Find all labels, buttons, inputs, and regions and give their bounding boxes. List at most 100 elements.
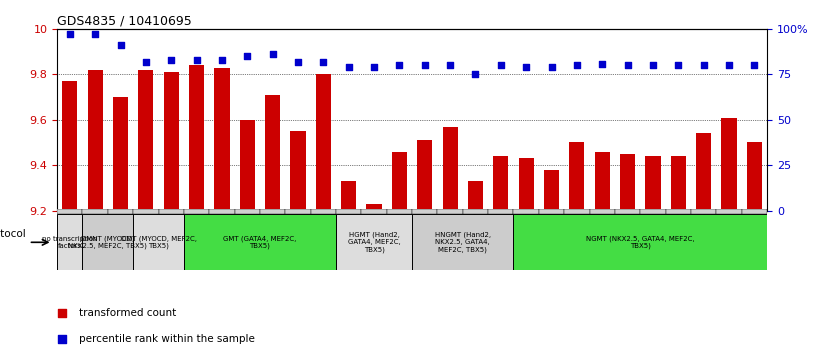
- Bar: [286, 209, 311, 214]
- Bar: [82, 214, 133, 270]
- Bar: [366, 204, 382, 211]
- Bar: [645, 156, 660, 211]
- Bar: [133, 214, 184, 270]
- Bar: [742, 209, 767, 214]
- Point: [419, 62, 432, 68]
- Point: [545, 64, 558, 70]
- Bar: [544, 170, 559, 211]
- Bar: [620, 154, 635, 211]
- Bar: [488, 209, 513, 214]
- Text: HNGMT (Hand2,
NKX2.5, GATA4,
MEF2C, TBX5): HNGMT (Hand2, NKX2.5, GATA4, MEF2C, TBX5…: [435, 232, 491, 253]
- Bar: [468, 181, 483, 211]
- Bar: [691, 209, 716, 214]
- Bar: [133, 209, 158, 214]
- Text: DMNT (MYOCD,
NKX2.5, MEF2C, TBX5): DMNT (MYOCD, NKX2.5, MEF2C, TBX5): [69, 235, 147, 249]
- Bar: [336, 214, 412, 270]
- Bar: [57, 214, 82, 270]
- Bar: [163, 72, 179, 211]
- Bar: [108, 209, 133, 214]
- Text: HGMT (Hand2,
GATA4, MEF2C,
TBX5): HGMT (Hand2, GATA4, MEF2C, TBX5): [348, 232, 401, 253]
- Bar: [57, 209, 82, 214]
- Point: [520, 64, 533, 70]
- Point: [215, 57, 228, 63]
- Point: [469, 72, 482, 77]
- Bar: [513, 214, 767, 270]
- Bar: [417, 140, 432, 211]
- Bar: [336, 209, 361, 214]
- Bar: [641, 209, 666, 214]
- Bar: [570, 142, 584, 211]
- Point: [190, 57, 203, 63]
- Bar: [615, 209, 641, 214]
- Point: [89, 32, 102, 37]
- Point: [291, 59, 304, 65]
- Bar: [82, 209, 108, 214]
- Point: [646, 62, 659, 68]
- Bar: [158, 209, 184, 214]
- Text: DMT (MYOCD, MEF2C,
TBX5): DMT (MYOCD, MEF2C, TBX5): [121, 235, 197, 249]
- Bar: [290, 131, 305, 211]
- Bar: [265, 95, 280, 211]
- Bar: [412, 214, 513, 270]
- Point: [392, 62, 406, 68]
- Point: [165, 57, 178, 63]
- Bar: [311, 209, 336, 214]
- Bar: [442, 127, 458, 211]
- Point: [444, 62, 457, 68]
- Bar: [671, 156, 686, 211]
- Point: [342, 64, 355, 70]
- Point: [266, 52, 279, 57]
- Bar: [513, 209, 539, 214]
- Bar: [716, 209, 742, 214]
- Bar: [316, 74, 331, 211]
- Bar: [387, 209, 412, 214]
- Point: [596, 61, 609, 66]
- Bar: [437, 209, 463, 214]
- Bar: [62, 81, 78, 211]
- Bar: [361, 209, 387, 214]
- Point: [317, 59, 330, 65]
- Point: [241, 53, 254, 59]
- Text: GDS4835 / 10410695: GDS4835 / 10410695: [57, 15, 192, 28]
- Bar: [595, 151, 610, 211]
- Bar: [138, 70, 153, 211]
- Text: protocol: protocol: [0, 229, 26, 239]
- Point: [570, 62, 583, 68]
- Text: percentile rank within the sample: percentile rank within the sample: [79, 334, 255, 344]
- Text: GMT (GATA4, MEF2C,
TBX5): GMT (GATA4, MEF2C, TBX5): [224, 235, 297, 249]
- Bar: [184, 214, 336, 270]
- Point: [621, 62, 634, 68]
- Bar: [113, 97, 128, 211]
- Bar: [341, 181, 357, 211]
- Point: [64, 32, 77, 37]
- Bar: [240, 120, 255, 211]
- Bar: [412, 209, 437, 214]
- Text: transformed count: transformed count: [79, 308, 176, 318]
- Text: no transcription
factors: no transcription factors: [42, 236, 98, 249]
- Point: [367, 64, 380, 70]
- Bar: [747, 142, 762, 211]
- Point: [722, 62, 735, 68]
- Bar: [519, 158, 534, 211]
- Bar: [260, 209, 286, 214]
- Bar: [539, 209, 564, 214]
- Bar: [215, 68, 229, 211]
- Bar: [392, 151, 407, 211]
- Bar: [209, 209, 235, 214]
- Point: [747, 62, 761, 68]
- Bar: [87, 70, 103, 211]
- Bar: [463, 209, 488, 214]
- Point: [494, 62, 508, 68]
- Bar: [184, 209, 209, 214]
- Bar: [493, 156, 508, 211]
- Text: NGMT (NKX2.5, GATA4, MEF2C,
TBX5): NGMT (NKX2.5, GATA4, MEF2C, TBX5): [586, 235, 694, 249]
- Bar: [696, 134, 712, 211]
- Point: [672, 62, 685, 68]
- Point: [697, 62, 710, 68]
- Bar: [721, 118, 737, 211]
- Bar: [564, 209, 589, 214]
- Point: [340, 172, 353, 178]
- Point: [114, 42, 127, 48]
- Bar: [589, 209, 615, 214]
- Bar: [666, 209, 691, 214]
